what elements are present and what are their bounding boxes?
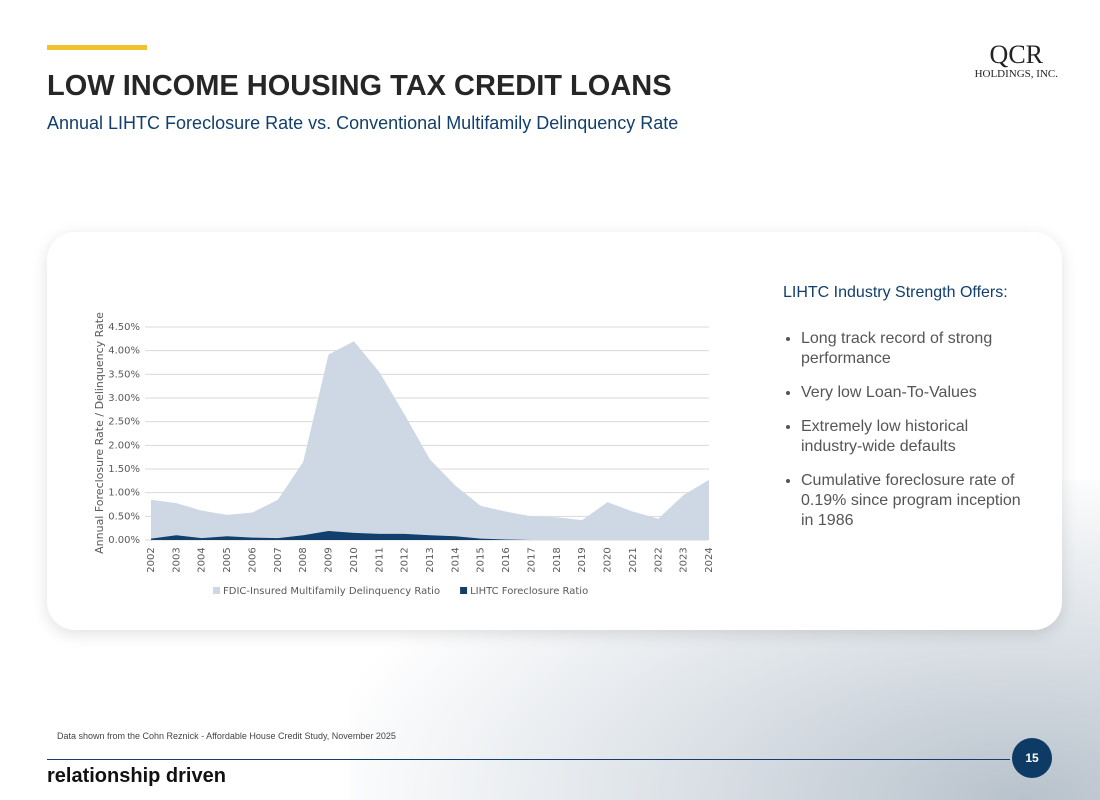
accent-bar [47,45,147,50]
x-tick-label: 2003 [171,547,182,572]
x-tick-label: 2002 [146,547,157,572]
y-tick-label: 0.00% [108,535,140,546]
x-tick-label: 2012 [400,547,411,572]
x-tick-label: 2014 [450,547,461,572]
y-axis-title: Annual Foreclosure Rate / Delinquency Ra… [93,312,106,554]
x-tick-label: 2021 [628,547,639,572]
subtitle: Annual LIHTC Foreclosure Rate vs. Conven… [47,113,679,133]
legend-label: FDIC-Insured Multifamily Delinquency Rat… [223,586,440,597]
bullet: Long track record of strong performance [801,329,1028,369]
y-tick-label: 2.50% [108,417,140,428]
x-tick-label: 2018 [552,547,563,572]
x-tick-label: 2020 [603,547,614,572]
x-tick-label: 2016 [501,547,512,572]
page-number: 15 [1012,738,1052,778]
x-tick-label: 2017 [526,547,537,572]
x-tick-label: 2022 [653,547,664,572]
x-tick-label: 2005 [222,547,233,572]
area [151,341,709,540]
y-tick-label: 3.00% [108,393,140,404]
y-tick-label: 3.50% [108,369,140,380]
y-tick-label: 1.50% [108,464,140,475]
x-tick-label: 2008 [298,547,309,572]
logo-main: QCR [989,40,1044,69]
x-tick-label: 2011 [374,547,385,572]
bullet: Extremely low historical industry-wide d… [801,417,1028,457]
bullet: Very low Loan-To-Values [801,383,1028,403]
y-tick-label: 1.00% [108,488,140,499]
logo-sub: HOLDINGS, INC. [974,68,1058,80]
bullet-list: Long track record of strong performance V… [783,329,1028,531]
logo: QCR HOLDINGS, INC. [974,40,1058,81]
panel: LIHTC Industry Strength Offers: Long tra… [783,284,1028,545]
x-tick-label: 2004 [197,547,208,572]
x-tick-label: 2006 [247,547,258,572]
y-tick-label: 4.50% [108,322,140,333]
area [151,531,709,540]
x-tick-label: 2010 [349,547,360,572]
y-tick-label: 2.00% [108,440,140,451]
card [47,232,1062,630]
y-tick-label: 0.50% [108,511,140,522]
x-tick-label: 2013 [425,547,436,572]
x-tick-label: 2007 [273,547,284,572]
title: LOW INCOME HOUSING TAX CREDIT LOANS [47,70,672,102]
panel-heading: LIHTC Industry Strength Offers: [783,284,1008,301]
x-tick-label: 2023 [679,547,690,572]
bullet: Cumulative foreclosure rate of 0.19% sin… [801,471,1028,531]
source-note: Data shown from the Cohn Reznick - Affor… [57,731,396,741]
x-tick-label: 2024 [704,547,715,572]
legend-label: LIHTC Foreclosure Ratio [470,586,588,597]
x-tick-label: 2015 [476,547,487,572]
tagline: relationship driven [47,765,226,787]
legend-swatch [213,587,220,594]
footer-rule [47,759,1010,760]
x-tick-label: 2019 [577,547,588,572]
legend-swatch [460,587,468,594]
x-tick-label: 2009 [324,547,335,572]
y-tick-label: 4.00% [108,346,140,357]
